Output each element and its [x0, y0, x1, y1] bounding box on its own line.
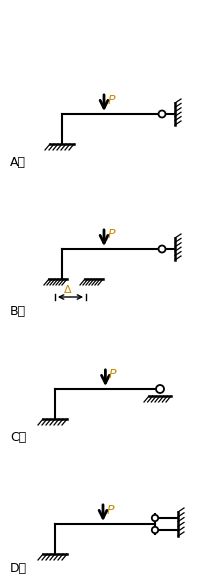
Text: D、: D、 — [10, 562, 27, 575]
Text: $P$: $P$ — [108, 369, 118, 381]
Text: A、: A、 — [10, 156, 26, 169]
Circle shape — [159, 110, 166, 117]
Circle shape — [152, 527, 158, 533]
Circle shape — [152, 515, 158, 521]
Circle shape — [156, 385, 164, 393]
Text: $P$: $P$ — [107, 93, 117, 106]
Text: B、: B、 — [10, 305, 26, 318]
Text: $\Delta$: $\Delta$ — [63, 283, 73, 295]
Text: $P$: $P$ — [107, 228, 117, 242]
Text: $P$: $P$ — [106, 503, 116, 516]
Text: C、: C、 — [10, 431, 26, 444]
Circle shape — [159, 245, 166, 252]
